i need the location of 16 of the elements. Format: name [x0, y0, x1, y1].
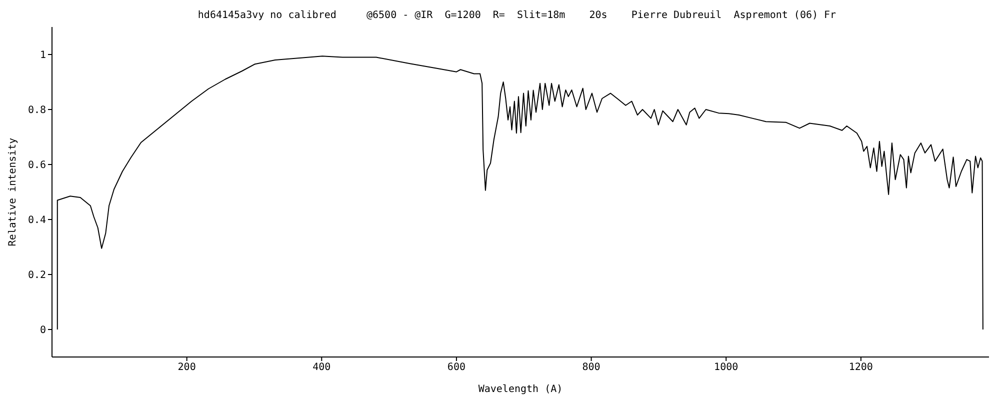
x-tick-label: 800 [582, 362, 600, 374]
x-tick-label: 200 [178, 362, 196, 374]
line-series [56, 56, 984, 330]
x-tick-label: 1000 [714, 362, 738, 374]
x-tick-label: 1200 [848, 362, 873, 374]
y-tick-label: 0.6 [28, 160, 46, 172]
y-tick-label: 0 [40, 325, 46, 336]
y-axis-title: Relative intensity [8, 138, 19, 246]
x-tick-label: 400 [312, 362, 331, 374]
y-tick-label: 1 [40, 50, 46, 62]
y-tick-label: 0.8 [28, 105, 46, 116]
x-tick-label: 600 [447, 362, 466, 374]
y-tick-label: 0.2 [28, 270, 46, 282]
y-tick-label: 0.4 [28, 215, 46, 226]
chart-title: hd64145a3vy no calibred @6500 - @IR G=1200 R= Slit=18m 20s Pierre Dubreuil Aspremont (06) Fr [196, 10, 838, 21]
x-axis-title: Wavelength (A) [478, 384, 563, 395]
